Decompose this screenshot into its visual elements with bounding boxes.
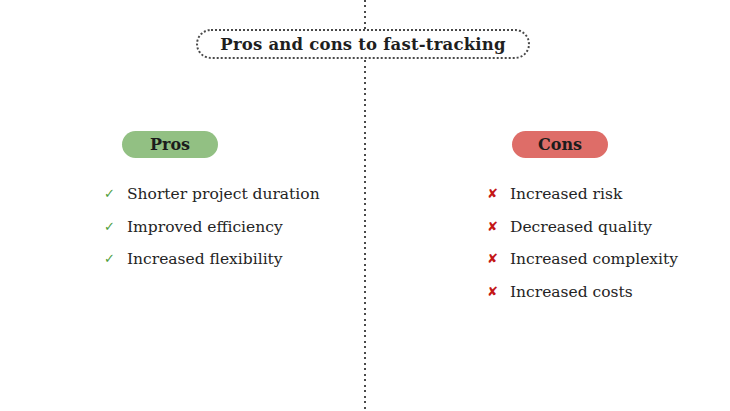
check-icon: ✓ <box>104 217 118 238</box>
center-divider-dotted-line <box>364 0 366 411</box>
cons-list: ✘ Increased risk ✘ Decreased quality ✘ Increa… <box>487 184 678 314</box>
cons-badge-label: Cons <box>538 135 582 154</box>
x-icon: ✘ <box>487 217 501 238</box>
list-item-label: Shorter project duration <box>127 184 320 205</box>
list-item-label: Decreased quality <box>510 217 652 238</box>
list-item-label: Increased flexibility <box>127 249 283 270</box>
check-icon: ✓ <box>104 184 118 205</box>
list-item-label: Increased risk <box>510 184 622 205</box>
x-icon: ✘ <box>487 282 501 303</box>
list-item-label: Increased costs <box>510 282 633 303</box>
list-item-label: Improved efficiency <box>127 217 283 238</box>
list-item: ✓ Increased flexibility <box>104 249 320 270</box>
list-item: ✘ Increased complexity <box>487 249 678 270</box>
check-icon: ✓ <box>104 249 118 270</box>
list-item: ✘ Increased costs <box>487 282 678 303</box>
title-box: Pros and cons to fast-tracking <box>196 29 530 59</box>
list-item: ✘ Increased risk <box>487 184 678 205</box>
x-icon: ✘ <box>487 184 501 205</box>
list-item: ✓ Improved efficiency <box>104 217 320 238</box>
pros-list: ✓ Shorter project duration ✓ Improved effic… <box>104 184 320 282</box>
slide-canvas: Pros and cons to fast-tracking Pros Cons… <box>0 0 730 411</box>
page-title: Pros and cons to fast-tracking <box>220 35 505 54</box>
list-item-label: Increased complexity <box>510 249 678 270</box>
x-icon: ✘ <box>487 249 501 270</box>
cons-badge: Cons <box>512 131 608 158</box>
list-item: ✓ Shorter project duration <box>104 184 320 205</box>
list-item: ✘ Decreased quality <box>487 217 678 238</box>
pros-badge: Pros <box>122 131 218 158</box>
pros-badge-label: Pros <box>150 135 190 154</box>
